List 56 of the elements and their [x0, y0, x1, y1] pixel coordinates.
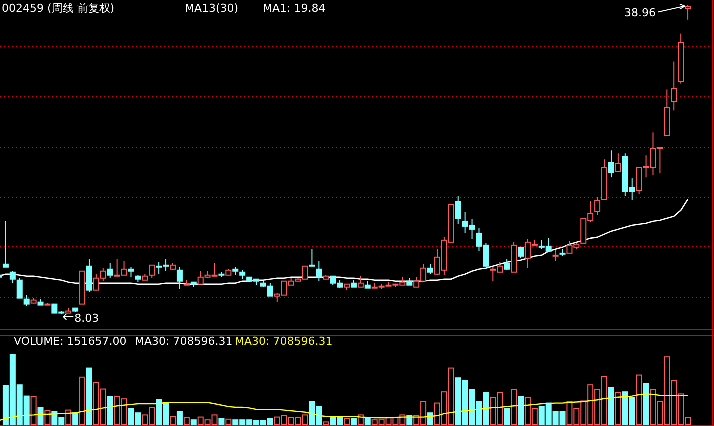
- bar: [518, 396, 524, 426]
- candlestick: [128, 266, 134, 278]
- candlestick: [428, 264, 434, 275]
- candlestick: [24, 294, 30, 307]
- chart-title: 002459 (周线 前复权): [2, 2, 115, 15]
- chart-title: VOLUME: 151657.00: [14, 335, 127, 348]
- bar: [30, 396, 37, 426]
- candlestick: [2, 220, 9, 268]
- bar: [226, 418, 232, 426]
- bar: [80, 376, 86, 426]
- candlestick: [316, 260, 322, 282]
- candlestick: [149, 264, 156, 279]
- bar: [511, 390, 518, 426]
- bar: [38, 407, 44, 426]
- bar: [86, 368, 92, 426]
- candlestick: [518, 246, 524, 259]
- bar: [350, 418, 357, 426]
- bar: [184, 418, 190, 426]
- bar: [323, 422, 330, 426]
- annotation: 38.96: [624, 6, 656, 20]
- text: MA30: 708596.31: [235, 335, 333, 348]
- text: MA1: 19.84: [263, 2, 326, 15]
- bar: [344, 418, 350, 426]
- bar: [170, 416, 176, 426]
- text: MA30: 708596.31: [135, 335, 233, 348]
- candlestick: [504, 258, 510, 271]
- candlestick: [615, 153, 622, 172]
- bar: [643, 383, 650, 426]
- candlestick: [16, 278, 23, 299]
- bar: [218, 418, 225, 426]
- bar: [107, 396, 114, 426]
- bar: [72, 412, 79, 426]
- bar: [428, 412, 434, 426]
- candlestick: [358, 276, 364, 288]
- bar: [364, 418, 371, 426]
- candlestick: [608, 150, 614, 178]
- bar: [66, 410, 72, 426]
- bar: [190, 420, 197, 426]
- bar: [636, 374, 642, 426]
- candlestick: [671, 61, 678, 112]
- bar: [608, 387, 614, 426]
- candlestick: [552, 250, 559, 262]
- candlestick: [176, 266, 183, 290]
- annotation: 8.03: [74, 312, 100, 325]
- candlestick: [685, 4, 692, 20]
- bar: [44, 410, 51, 426]
- candlestick: [10, 270, 16, 284]
- candlestick: [455, 196, 462, 225]
- bar: [504, 408, 510, 426]
- candlestick: [107, 262, 114, 279]
- candlestick: [309, 248, 316, 267]
- candlestick: [86, 258, 92, 293]
- annotation: MA13(30): [185, 2, 239, 15]
- bar: [615, 392, 622, 426]
- bar: [176, 411, 183, 426]
- candlestick: [594, 197, 601, 216]
